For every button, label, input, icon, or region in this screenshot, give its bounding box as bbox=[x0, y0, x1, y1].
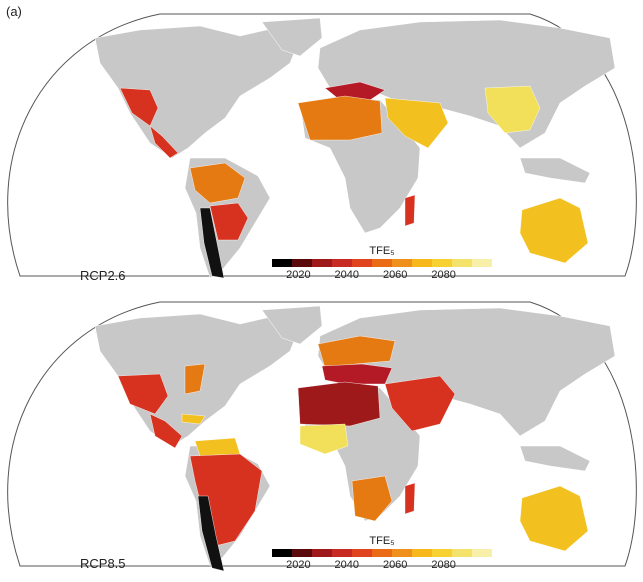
legend-color-cell bbox=[272, 259, 292, 267]
map-rcp26 bbox=[7, 13, 637, 279]
region-southern-andes bbox=[199, 207, 225, 279]
region-sahara bbox=[297, 95, 383, 141]
legend-color-cell bbox=[432, 259, 452, 267]
legend-color-cell bbox=[352, 549, 372, 557]
regions-rcp85 bbox=[117, 335, 589, 572]
region-w-north-america bbox=[117, 373, 169, 415]
legend-color-cell bbox=[312, 549, 332, 557]
legend-color-cell bbox=[392, 549, 412, 557]
legend-tick: 2080 bbox=[431, 269, 456, 281]
scenario-label-rcp85: RCP8.5 bbox=[80, 556, 126, 571]
legend-color-cell bbox=[372, 259, 392, 267]
legend-title: TFE₅ bbox=[369, 245, 395, 257]
regions-rcp26 bbox=[119, 81, 589, 279]
legend-tick: 2020 bbox=[286, 559, 311, 571]
region-se-south-america bbox=[209, 202, 249, 241]
legend-color-cell bbox=[472, 259, 492, 267]
legend-title: TFE₅ bbox=[369, 535, 395, 547]
legend-color-cell bbox=[472, 549, 492, 557]
region-n-south-america bbox=[194, 437, 241, 457]
legend-color-cell bbox=[312, 259, 332, 267]
legend-color-cell bbox=[392, 259, 412, 267]
legend-colorbar bbox=[272, 259, 492, 267]
region-sahara bbox=[297, 381, 381, 427]
region-west-africa bbox=[299, 423, 349, 455]
legend-color-cell bbox=[412, 259, 432, 267]
legend-color-cell bbox=[412, 549, 432, 557]
legend-color-cell bbox=[352, 259, 372, 267]
legend-tick: 2040 bbox=[334, 269, 360, 281]
region-madagascar bbox=[404, 194, 416, 227]
region-madagascar bbox=[404, 482, 416, 515]
region-southern-andes bbox=[197, 495, 225, 572]
region-arabia bbox=[384, 375, 456, 432]
legend-ticks: 2020 2040 2060 2080 bbox=[272, 267, 492, 281]
region-east-asia bbox=[484, 85, 541, 134]
region-mediterranean bbox=[321, 363, 393, 385]
region-caribbean bbox=[181, 413, 206, 425]
region-w-north-america bbox=[119, 87, 159, 127]
map-rcp85 bbox=[7, 301, 637, 572]
region-central-america bbox=[149, 413, 183, 449]
legend-rcp26: TFE₅ 2020 2040 2060 2080 bbox=[272, 245, 492, 281]
region-arabia bbox=[384, 97, 449, 149]
legend-color-cell bbox=[332, 259, 352, 267]
panel-label: (a) bbox=[6, 4, 22, 19]
legend-tick: 2020 bbox=[286, 269, 311, 281]
land-greenland bbox=[261, 305, 323, 345]
region-amazon bbox=[189, 162, 246, 204]
legend-color-cell bbox=[292, 549, 312, 557]
legend-color-cell bbox=[272, 549, 292, 557]
legend-color-cell bbox=[372, 549, 392, 557]
legend-tick: 2060 bbox=[382, 269, 408, 281]
legend-color-cell bbox=[452, 549, 472, 557]
legend-color-cell bbox=[452, 259, 472, 267]
land-north-america bbox=[94, 25, 301, 159]
region-australia bbox=[519, 197, 589, 264]
region-southern-africa bbox=[351, 475, 393, 522]
land-greenland bbox=[261, 17, 323, 57]
legend-color-cell bbox=[432, 549, 452, 557]
land-se-asia bbox=[519, 157, 591, 184]
scenario-label-rcp26: RCP2.6 bbox=[80, 268, 126, 283]
legend-color-cell bbox=[332, 549, 352, 557]
legend-tick: 2080 bbox=[431, 559, 456, 571]
legend-colorbar bbox=[272, 549, 492, 557]
region-australia bbox=[519, 485, 589, 552]
legend-color-cell bbox=[292, 259, 312, 267]
region-e-north-america bbox=[184, 363, 206, 395]
legend-ticks: 2020 2040 2060 2080 bbox=[272, 557, 492, 571]
legend-rcp85: TFE₅ 2020 2040 2060 2080 bbox=[272, 535, 492, 571]
legend-tick: 2040 bbox=[334, 559, 360, 571]
land-se-asia bbox=[519, 445, 591, 472]
region-central-america bbox=[149, 125, 179, 159]
legend-tick: 2060 bbox=[382, 559, 408, 571]
